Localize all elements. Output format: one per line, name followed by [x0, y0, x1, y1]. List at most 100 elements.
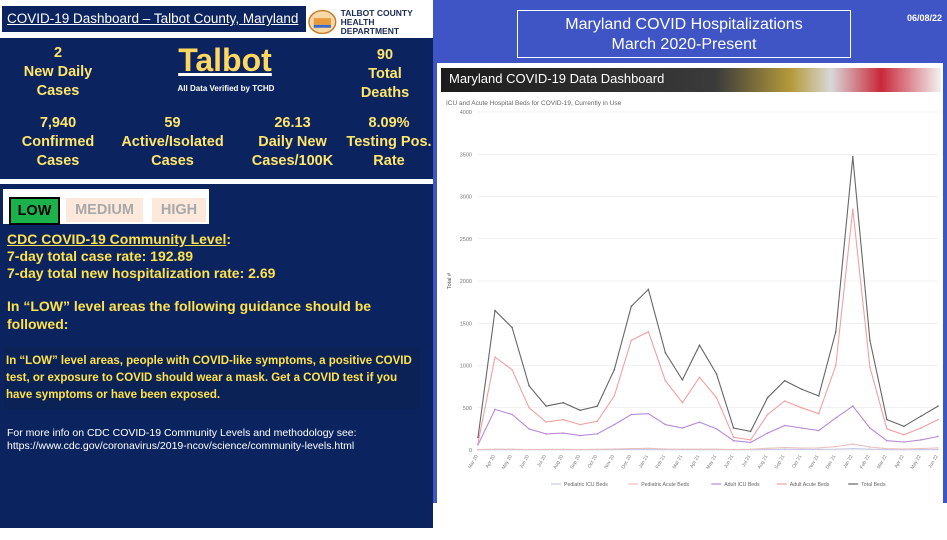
data-point — [511, 448, 513, 450]
series-line — [477, 209, 939, 444]
data-point — [817, 447, 820, 449]
data-point — [920, 439, 922, 441]
data-point — [869, 366, 871, 368]
community-level-panel: LOW MEDIUM HIGH CDC COVID-19 Community L… — [0, 184, 433, 528]
data-point — [783, 379, 786, 382]
mask-guidance-box: In “LOW” level areas, people with COVID-… — [4, 347, 420, 409]
x-tick-label: Nov 21 — [808, 454, 821, 470]
data-point — [545, 421, 547, 423]
data-point — [596, 405, 599, 407]
data-point — [937, 435, 939, 438]
data-point — [613, 395, 616, 397]
x-tick-label: Feb 21 — [654, 454, 667, 470]
data-point — [817, 412, 820, 415]
cdc-link[interactable]: https://www.cdc.gov/coronavirus/2019-nco… — [7, 440, 355, 452]
x-tick-label: Jul 20 — [536, 454, 548, 468]
data-point — [766, 432, 769, 434]
x-tick-label: Mar 21 — [672, 454, 685, 470]
data-point — [749, 430, 752, 433]
logo-line-2: HEALTH DEPARTMENT — [340, 16, 400, 36]
data-point — [477, 444, 479, 446]
data-point — [528, 428, 530, 430]
data-point — [545, 405, 547, 407]
data-point — [562, 418, 564, 421]
x-tick-label: Dec 20 — [620, 454, 633, 470]
guidance-heading: In “LOW” level areas the following guida… — [7, 298, 372, 332]
verified-note: All Data Verified by TCHD — [177, 84, 275, 93]
stats-panel: 2 New Daily Cases Talbot All Data Verifi… — [0, 38, 433, 179]
data-point — [834, 445, 837, 448]
data-point — [800, 427, 803, 429]
stat-value: 90 — [376, 47, 394, 63]
stat-value: 8.09% — [368, 115, 410, 131]
y-tick-label: 1000 — [460, 364, 472, 370]
stat-label: Rate — [373, 153, 405, 169]
data-point — [630, 305, 633, 308]
x-tick-label: Jun 20 — [518, 454, 531, 470]
data-point — [562, 401, 564, 404]
data-point — [869, 448, 871, 450]
data-point — [477, 442, 479, 445]
series-line — [477, 156, 939, 438]
legend-label: Total Beds — [861, 482, 886, 488]
stat-confirmed-cases: 7,940 Confirmed Cases — [8, 114, 108, 171]
data-point — [681, 401, 684, 404]
data-point — [579, 448, 582, 451]
data-point — [664, 352, 667, 354]
stat-value: 7,940 — [39, 115, 77, 131]
stat-new-daily-cases: 2 New Daily Cases — [8, 44, 108, 101]
data-point — [681, 427, 684, 429]
data-point — [766, 448, 769, 451]
data-point — [596, 420, 599, 423]
data-point — [766, 413, 769, 416]
data-point — [477, 448, 479, 451]
mask-guidance-text: In “LOW” level areas, people with COVID-… — [6, 355, 412, 401]
data-point — [766, 447, 769, 450]
data-point — [834, 417, 837, 419]
series-line — [477, 405, 939, 446]
dashboard-banner: Maryland COVID-19 Data Dashboard — [441, 68, 941, 92]
data-point — [630, 339, 633, 341]
left-panel: COVID-19 Dashboard – Talbot County, Mary… — [0, 0, 433, 540]
heading-colon: : — [226, 231, 232, 247]
stat-label: Testing Pos. — [346, 134, 432, 150]
data-point — [477, 436, 479, 439]
data-point — [647, 448, 650, 451]
x-tick-label: Mar 20 — [467, 454, 480, 470]
legend-label: Pediatric ICU Beds — [564, 482, 608, 488]
data-point — [715, 448, 718, 451]
data-point — [886, 439, 888, 442]
stat-label: New Daily — [23, 64, 93, 80]
frame-left-border — [433, 63, 437, 503]
community-level-summary: CDC COVID-19 Community Level: 7-day tota… — [7, 231, 275, 282]
data-point — [545, 433, 547, 435]
level-medium-badge: MEDIUM — [66, 198, 143, 222]
data-point — [579, 434, 582, 437]
data-point — [783, 424, 786, 427]
data-point — [800, 406, 803, 409]
x-tick-label: Sep 20 — [569, 454, 582, 470]
frame-right-border — [943, 63, 947, 503]
data-point — [562, 448, 564, 451]
data-point — [715, 373, 718, 375]
level-high-badge: HIGH — [152, 198, 206, 222]
stat-label: Cases — [36, 153, 80, 169]
data-point — [494, 356, 496, 358]
data-point — [886, 418, 888, 421]
y-tick-label: 2500 — [460, 237, 472, 243]
data-point — [494, 408, 496, 411]
data-point — [920, 447, 922, 450]
data-point — [817, 448, 820, 451]
data-point — [817, 429, 820, 432]
data-point — [834, 330, 837, 333]
data-point — [783, 446, 786, 449]
x-tick-label: May 20 — [501, 454, 514, 471]
y-tick-label: 1500 — [460, 321, 472, 327]
data-point — [834, 448, 837, 450]
data-point — [511, 413, 513, 416]
chart-frame: Maryland COVID-19 Data Dashboard ICU and… — [441, 68, 941, 500]
data-point — [698, 421, 701, 423]
x-tick-label: Jun 21 — [723, 454, 736, 470]
frame-bottom — [433, 503, 947, 540]
data-point — [817, 395, 820, 397]
